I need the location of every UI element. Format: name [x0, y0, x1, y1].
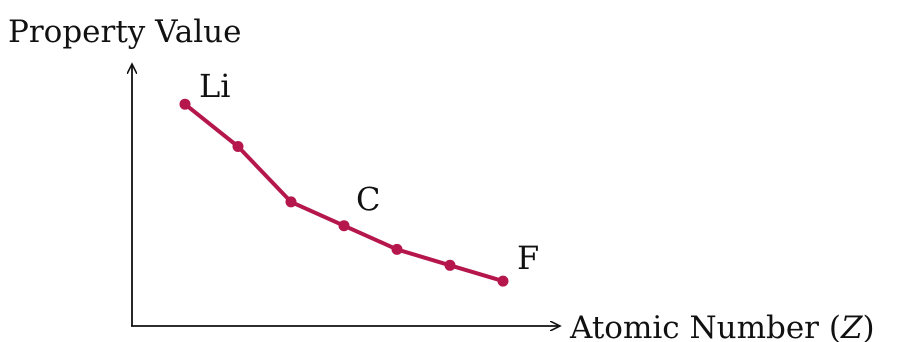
point-label-c: C: [356, 181, 380, 219]
x-axis-title-close: ): [862, 310, 874, 342]
point-label-li: Li: [199, 67, 230, 105]
point-label-f: F: [517, 239, 539, 277]
data-point-4: [391, 243, 403, 255]
data-point-2: [285, 196, 297, 208]
point-labels: Li C F: [199, 67, 539, 277]
x-axis-title: Atomic Number (Z): [569, 310, 875, 342]
data-point-1: [232, 141, 244, 152]
data-point-6: [497, 275, 509, 287]
y-axis-title: Property Value: [8, 14, 241, 50]
data-point-0: [179, 98, 191, 110]
x-axis-title-var: Z: [840, 310, 863, 342]
data-point-5: [444, 259, 456, 271]
data-point-3: [338, 220, 350, 232]
series-layer: [179, 98, 509, 287]
series-line-0: [183, 102, 505, 284]
x-axis-title-main: Atomic Number (: [569, 310, 841, 342]
